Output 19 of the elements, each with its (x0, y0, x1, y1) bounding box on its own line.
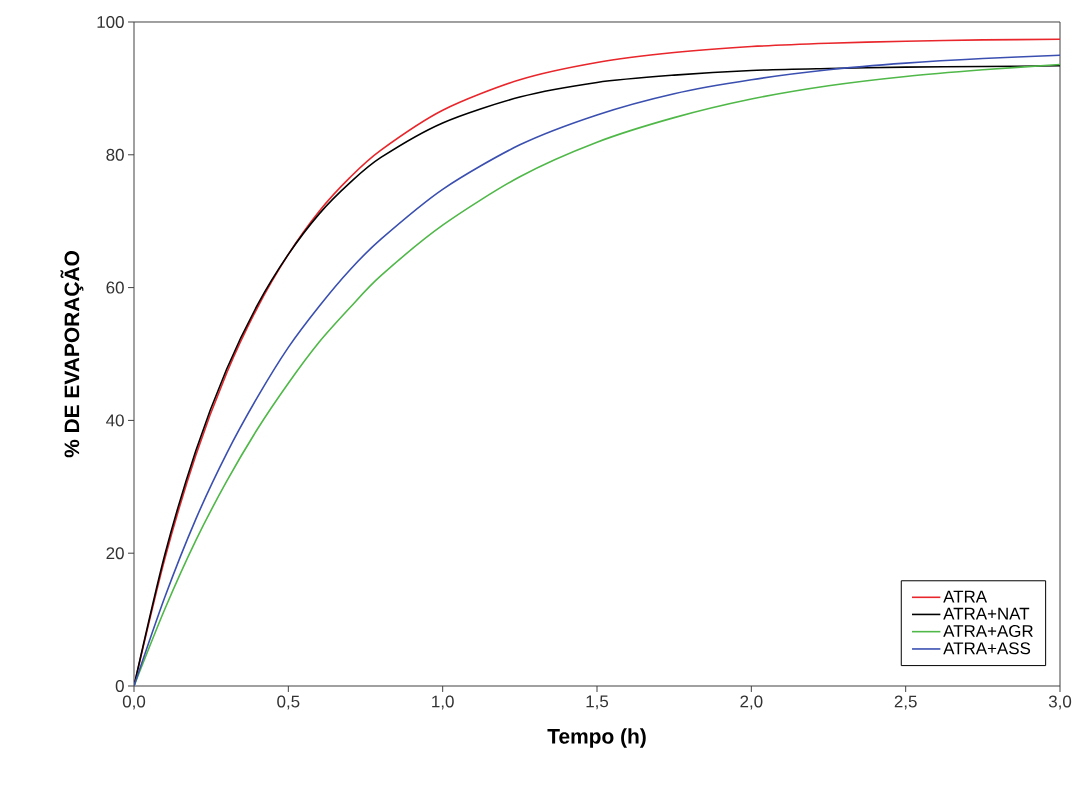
legend-label: ATRA+NAT (943, 607, 1030, 620)
x-tick-label: 2,5 (894, 695, 917, 710)
y-tick-label: 80 (106, 148, 124, 161)
y-tick-label: 100 (97, 15, 124, 28)
y-tick-label: 0 (115, 680, 124, 692)
x-tick-label: 0,5 (277, 695, 300, 710)
legend-label: ATRA (943, 590, 988, 603)
x-tick-label: 1,0 (432, 695, 454, 710)
legend-label: ATRA+ASS (943, 642, 1031, 655)
y-tick-label: 60 (106, 281, 124, 294)
x-tick-label: 0,0 (122, 695, 146, 710)
legend-label: ATRA+AGR (943, 624, 1033, 637)
x-tick-label: 2,0 (740, 695, 763, 710)
y-tick-label: 20 (106, 547, 124, 560)
y-axis-title: % DE EVAPORAÇÃO (60, 251, 84, 458)
y-tick-label: 40 (106, 414, 124, 427)
x-tick-label: 3,0 (1048, 695, 1072, 710)
x-axis-title: Tempo (h) (547, 728, 646, 748)
x-tick-label: 1,5 (586, 695, 609, 710)
